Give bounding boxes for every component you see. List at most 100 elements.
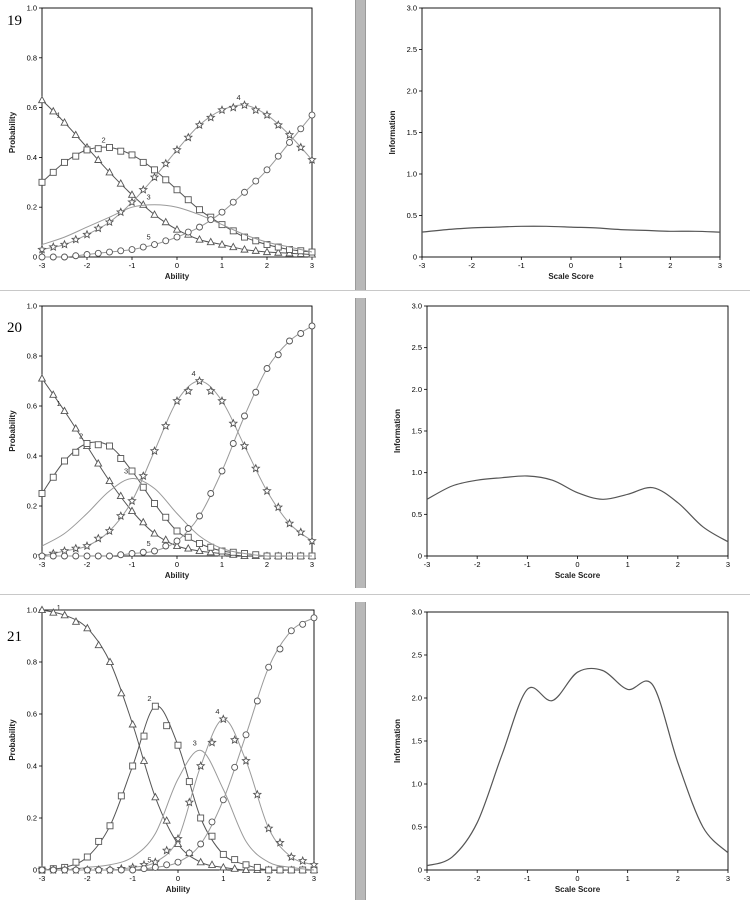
category-label: 2 bbox=[79, 432, 83, 441]
circle-marker bbox=[263, 166, 271, 174]
series-line bbox=[41, 749, 315, 871]
circle-marker bbox=[184, 228, 192, 236]
y-axis-label: Probability bbox=[8, 111, 17, 153]
square-marker bbox=[128, 151, 136, 159]
y-tick-label: 0.5 bbox=[412, 823, 422, 832]
y-tick-label: 2.0 bbox=[407, 87, 417, 96]
y-tick-label: 2.5 bbox=[412, 651, 422, 660]
circle-marker bbox=[49, 552, 57, 560]
star-marker bbox=[161, 158, 171, 168]
plot-frame bbox=[426, 305, 729, 557]
star-marker bbox=[183, 386, 194, 396]
x-tick-label: 1 bbox=[220, 261, 224, 270]
triangle-marker bbox=[162, 816, 171, 824]
star-marker bbox=[252, 789, 262, 799]
y-tick-label: 1.0 bbox=[27, 302, 37, 311]
y-tick-label: 0.8 bbox=[27, 658, 37, 667]
square-marker bbox=[207, 543, 215, 551]
star-marker bbox=[172, 396, 182, 406]
triangle-marker bbox=[60, 118, 69, 126]
triangle-marker bbox=[105, 167, 114, 176]
square-marker bbox=[263, 241, 271, 249]
ccc-chart-item-21: -3 -2 -1 0 1 2 3 0 0.2 0.4 0.6 0.8 1.0 Ability Probabi… bbox=[8, 603, 319, 894]
triangle-marker bbox=[206, 237, 215, 246]
star-marker bbox=[115, 207, 126, 217]
y-tick-label: 0.2 bbox=[27, 502, 37, 511]
square-marker bbox=[128, 467, 136, 475]
square-marker bbox=[49, 473, 57, 481]
series-3: 3 bbox=[41, 467, 312, 557]
y-tick-label: 3.0 bbox=[407, 4, 417, 13]
circle-marker bbox=[83, 251, 91, 258]
category-label: 3 bbox=[193, 738, 197, 747]
circle-marker bbox=[106, 552, 113, 560]
star-marker bbox=[298, 855, 308, 865]
circle-marker bbox=[117, 247, 125, 255]
information-chart-item-20: -3 -2 -1 0 1 2 3 0 0.5 1.0 1.5 2.0 2.5 3.0 Scale Score… bbox=[393, 302, 730, 581]
y-tick-label: 0.5 bbox=[407, 211, 417, 220]
star-marker bbox=[264, 823, 274, 833]
square-marker bbox=[231, 856, 239, 864]
series-curve-0 bbox=[426, 667, 729, 867]
y-tick-label: 0.4 bbox=[27, 762, 37, 771]
item-number: 20 bbox=[7, 320, 22, 336]
series-line bbox=[426, 475, 729, 543]
star-marker bbox=[160, 421, 171, 431]
circle-marker bbox=[95, 866, 103, 874]
star-marker bbox=[194, 120, 205, 130]
category-label: 3 bbox=[124, 467, 128, 476]
circle-marker bbox=[310, 614, 318, 622]
square-marker bbox=[139, 483, 147, 491]
item-row-20: 20 -3 -2 -1 0 1 2 3 0 0.2 0.4 0.6 0.8 1.0 Ability Prob… bbox=[0, 298, 750, 588]
y-tick-label: 1.0 bbox=[412, 468, 422, 477]
star-marker bbox=[228, 102, 239, 112]
star-marker bbox=[218, 714, 228, 724]
circle-marker bbox=[117, 866, 125, 874]
square-marker bbox=[299, 866, 307, 874]
circle-marker bbox=[72, 552, 80, 560]
x-tick-label: 2 bbox=[267, 874, 271, 883]
x-tick-label: -3 bbox=[39, 261, 46, 270]
information-chart-item-21: -3 -2 -1 0 1 2 3 0 0.5 1.0 1.5 2.0 2.5 3.0 Scale Score… bbox=[393, 608, 730, 895]
square-marker bbox=[174, 741, 182, 749]
circle-marker bbox=[207, 216, 215, 224]
circle-marker bbox=[151, 863, 159, 871]
category-label: 5 bbox=[147, 233, 151, 242]
x-tick-label: -3 bbox=[424, 874, 431, 883]
star-marker bbox=[307, 154, 317, 164]
circle-marker bbox=[274, 152, 282, 160]
circle-marker bbox=[129, 866, 137, 874]
star-marker bbox=[173, 833, 183, 843]
series-4: 4 bbox=[37, 369, 317, 561]
triangle-marker bbox=[116, 491, 125, 500]
star-marker bbox=[286, 852, 296, 862]
y-tick-label: 0.6 bbox=[27, 103, 37, 112]
circle-marker bbox=[197, 840, 205, 848]
series-1: 1 bbox=[37, 603, 319, 874]
y-tick-label: 0.8 bbox=[27, 352, 37, 361]
circle-marker bbox=[241, 412, 248, 420]
circle-marker bbox=[61, 253, 68, 261]
square-marker bbox=[196, 540, 203, 547]
triangle-marker bbox=[161, 535, 170, 543]
square-marker bbox=[83, 853, 91, 861]
square-marker bbox=[242, 861, 250, 869]
triangle-marker bbox=[173, 839, 183, 848]
x-tick-label: -2 bbox=[474, 874, 481, 883]
y-tick-label: 0.6 bbox=[27, 402, 37, 411]
circle-marker bbox=[139, 548, 147, 556]
y-axis-label: Probability bbox=[8, 410, 17, 452]
circle-marker bbox=[72, 866, 80, 874]
star-marker bbox=[194, 376, 205, 386]
star-marker bbox=[250, 105, 261, 115]
star-marker bbox=[217, 105, 227, 115]
x-tick-label: 0 bbox=[175, 261, 179, 270]
y-tick-label: 1.0 bbox=[27, 606, 37, 615]
y-tick-label: 0 bbox=[418, 866, 422, 875]
square-marker bbox=[61, 158, 68, 166]
triangle-marker bbox=[71, 130, 80, 139]
circle-marker bbox=[173, 233, 181, 241]
triangle-marker bbox=[71, 423, 80, 432]
x-axis-label: Scale Score bbox=[548, 272, 594, 281]
square-marker bbox=[253, 863, 261, 871]
